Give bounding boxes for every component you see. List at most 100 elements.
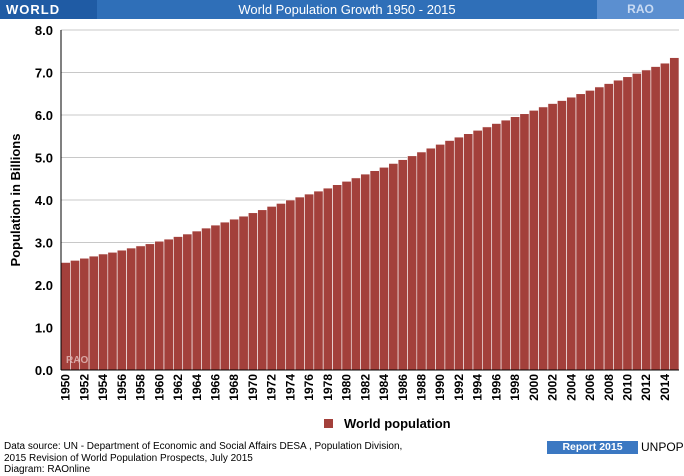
bar-1956 [116, 249, 127, 371]
bar-1986 [397, 159, 408, 371]
bar-1978 [322, 187, 333, 371]
bar-1961 [163, 238, 174, 371]
x-tick-label: 2008 [602, 374, 616, 401]
x-tick-label: 1962 [171, 374, 185, 401]
x-tick-label: 1970 [246, 374, 260, 401]
bar-1987 [407, 155, 418, 371]
y-tick-label: 0.0 [35, 363, 53, 378]
bar-2006 [585, 90, 596, 371]
bar-1996 [491, 123, 502, 371]
bar-1997 [500, 119, 511, 371]
bar-1967 [219, 221, 230, 371]
bar-2011 [631, 73, 642, 371]
bar-1964 [191, 230, 202, 371]
bar-1951 [70, 260, 81, 371]
bar-1998 [510, 116, 521, 371]
bar-1955 [107, 251, 118, 371]
x-tick-label: 1984 [377, 374, 391, 401]
x-tick-label: 1952 [77, 374, 91, 401]
bar-2009 [613, 79, 624, 371]
bar-1957 [126, 247, 137, 371]
bar-1952 [79, 257, 90, 371]
bar-2005 [575, 93, 586, 371]
bar-1995 [482, 126, 493, 371]
x-tick-label: 1958 [134, 374, 148, 401]
bar-1985 [388, 163, 399, 371]
rao-watermark: RAO [66, 355, 88, 366]
x-tick-label: 1976 [302, 374, 316, 401]
source-line-2: 2015 Revision of World Population Prospe… [4, 452, 253, 464]
x-tick-label: 1996 [489, 374, 503, 401]
bar-2013 [650, 66, 661, 371]
bar-1991 [444, 140, 455, 371]
bar-2007 [594, 86, 605, 371]
bar-1969 [238, 215, 249, 371]
bar-1992 [453, 136, 464, 371]
source-line-1: Data source: UN - Department of Economic… [4, 441, 403, 452]
region-label: WORLD [0, 0, 97, 19]
y-tick-label: 5.0 [35, 151, 53, 166]
bar-1993 [463, 133, 474, 371]
x-tick-label: 1966 [209, 374, 223, 401]
chart-title: World Population Growth 1950 - 2015 [238, 2, 456, 17]
x-tick-label: 1988 [415, 374, 429, 401]
bar-2000 [528, 110, 539, 371]
bar-1994 [472, 130, 483, 371]
bar-1960 [154, 240, 165, 371]
publisher-label: RAO [597, 0, 684, 19]
x-tick-label: 1972 [265, 374, 279, 401]
bar-1975 [294, 196, 305, 371]
bar-1958 [135, 245, 146, 371]
x-tick-label: 1990 [433, 374, 447, 401]
bar-2015 [669, 57, 680, 371]
bar-1982 [360, 173, 371, 371]
org-label: UNPOP [641, 440, 684, 454]
x-tick-label: 2010 [621, 374, 635, 401]
bar-1976 [304, 193, 315, 371]
x-tick-label: 2002 [546, 374, 560, 401]
bar-2012 [641, 69, 652, 371]
y-tick-label: 3.0 [35, 236, 53, 251]
x-tick-label: 1950 [59, 374, 73, 401]
bar-1963 [182, 233, 193, 371]
bar-1979 [332, 184, 343, 371]
bar-1950 [60, 262, 71, 371]
x-tick-label: 1956 [115, 374, 129, 401]
x-tick-label: 1980 [340, 374, 354, 401]
bar-2010 [622, 76, 633, 371]
bar-2008 [603, 83, 614, 371]
bar-1974 [285, 199, 296, 371]
bar-2014 [659, 62, 670, 371]
x-tick-label: 1978 [321, 374, 335, 401]
bar-1973 [276, 203, 287, 371]
x-tick-label: 1986 [396, 374, 410, 401]
bar-1962 [173, 236, 184, 371]
y-tick-label: 2.0 [35, 278, 53, 293]
title-bar: WORLD World Population Growth 1950 - 201… [0, 0, 684, 19]
x-tick-label: 1974 [283, 374, 297, 401]
legend-swatch [324, 419, 333, 428]
bar-1954 [98, 253, 109, 371]
bar-1983 [369, 170, 380, 371]
bar-2003 [556, 100, 567, 371]
y-tick-label: 1.0 [35, 321, 53, 336]
x-tick-label: 1964 [190, 374, 204, 401]
x-tick-label: 2004 [564, 374, 578, 401]
y-tick-label: 7.0 [35, 66, 53, 81]
bar-2002 [547, 103, 558, 371]
bar-1953 [88, 255, 99, 371]
x-tick-label: 2012 [639, 374, 653, 401]
bar-1990 [435, 144, 446, 371]
x-tick-label: 1954 [96, 374, 110, 401]
x-tick-label: 1994 [471, 374, 485, 401]
population-chart: 0.0 1.0 2.0 3.0 4.0 5.0 6.0 7.0 8.0 1950 1952 1954 1… [8, 23, 680, 431]
bar-1970 [247, 212, 258, 371]
x-tick-label: 1968 [227, 374, 241, 401]
y-tick-label: 6.0 [35, 108, 53, 123]
bar-1965 [201, 227, 212, 371]
bar-1989 [425, 147, 436, 371]
bar-1972 [266, 206, 277, 371]
source-line-3: Diagram: RAOnline [4, 464, 91, 475]
bar-1999 [519, 113, 530, 371]
y-axis-title: Population in Billions [8, 134, 23, 267]
